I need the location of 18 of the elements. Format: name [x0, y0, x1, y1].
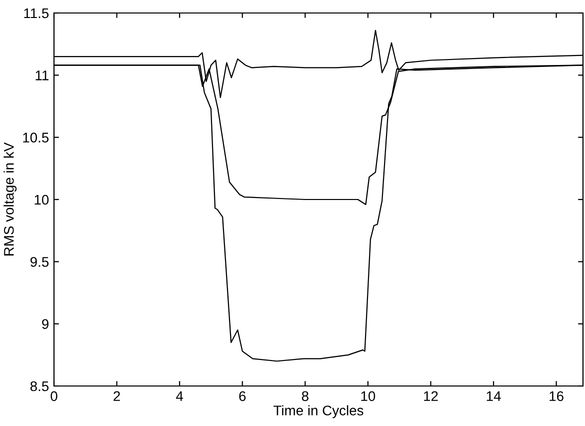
x-tick-label: 12	[424, 391, 438, 401]
y-tick-label: 9.5	[30, 257, 49, 267]
y-tick-label: 10	[34, 194, 49, 205]
x-tick-label: 16	[550, 391, 564, 402]
x-tick-label: 2	[114, 391, 120, 401]
y-tick-label: 11	[36, 70, 48, 80]
x-tick-label: 14	[486, 391, 501, 401]
y-axis-title: RMS voltage in kV	[4, 142, 17, 256]
x-tick-label: 10	[361, 391, 376, 402]
x-tick-label: 0	[50, 391, 58, 402]
x-tick-label: 8	[302, 391, 308, 402]
y-tick-label: 11.5	[24, 8, 49, 18]
y-tick-label: 10.5	[23, 132, 49, 143]
x-tick-label: 4	[176, 391, 184, 401]
y-tick-label: 8.5	[30, 381, 49, 392]
x-tick-label: 6	[239, 391, 246, 402]
y-tick-label: 9	[42, 319, 48, 330]
x-axis-title: Time in Cycles	[274, 405, 364, 418]
